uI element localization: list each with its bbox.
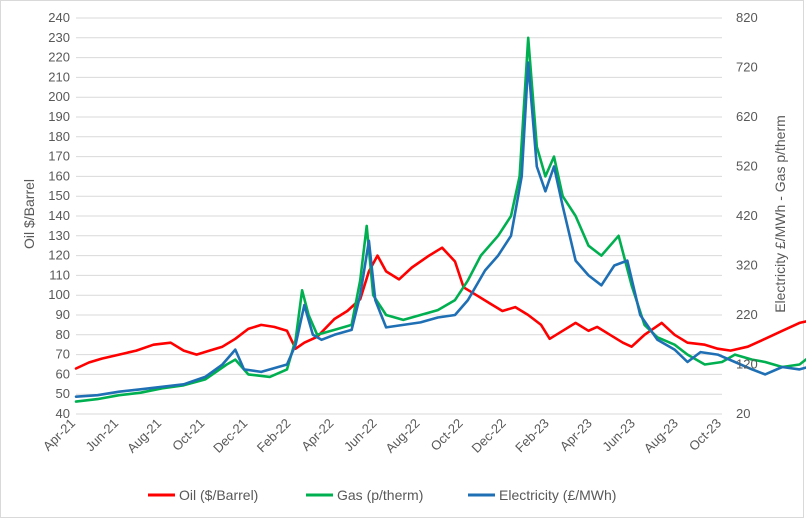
left-tick-label: 230 <box>48 30 70 45</box>
left-tick-label: 210 <box>48 69 70 84</box>
x-tick-label: Aug-23 <box>641 416 681 456</box>
x-tick-label: Apr-21 <box>40 416 78 454</box>
left-tick-label: 40 <box>56 406 70 421</box>
series-line-oil <box>74 246 806 370</box>
left-tick-label: 170 <box>48 149 70 164</box>
x-tick-label: Jun-21 <box>82 416 121 455</box>
legend-label-electricity: Electricity (£/MWh) <box>499 487 616 503</box>
left-tick-label: 50 <box>56 386 70 401</box>
left-tick-label: 200 <box>48 89 70 104</box>
x-tick-label: Oct-21 <box>169 416 207 454</box>
x-tick-label: Aug-21 <box>124 416 164 456</box>
left-tick-label: 110 <box>49 267 70 282</box>
left-tick-label: 80 <box>56 327 70 342</box>
right-tick-label: 420 <box>736 208 758 223</box>
x-tick-label: Apr-23 <box>557 416 595 454</box>
legend: Oil ($/Barrel) Gas (p/therm) Electricity… <box>148 487 616 503</box>
right-tick-label: 520 <box>736 159 758 174</box>
right-tick-label: 620 <box>736 109 758 124</box>
left-tick-label: 60 <box>56 366 70 381</box>
left-tick-label: 90 <box>56 307 70 322</box>
right-y-axis: 20 120 220 320 420 520 620 720 820 <box>736 10 758 421</box>
x-axis: Apr-21 Jun-21 Aug-21 Oct-21 Dec-21 Feb-22 Apr-… <box>40 416 724 456</box>
x-tick-label: Jun-23 <box>599 416 638 455</box>
x-tick-label: Jun-22 <box>341 416 380 455</box>
right-tick-label: 820 <box>736 10 758 25</box>
right-tick-label: 720 <box>736 60 758 75</box>
x-tick-label: Feb-23 <box>512 416 552 456</box>
grid-layer <box>76 17 722 415</box>
right-tick-label: 20 <box>736 406 750 421</box>
left-tick-label: 180 <box>48 129 70 144</box>
x-tick-label: Aug-22 <box>382 416 422 456</box>
left-y-axis: 40 50 60 70 80 90 100 110 120 130 140 150 160 170 180 1… <box>48 10 70 421</box>
left-tick-label: 240 <box>48 10 70 25</box>
series-layer <box>74 36 806 403</box>
right-axis-title: Electricity £/MWh - Gas p/therm <box>772 115 788 313</box>
legend-label-gas: Gas (p/therm) <box>337 487 423 503</box>
x-tick-label: Oct-23 <box>686 416 724 454</box>
x-tick-label: Dec-22 <box>469 416 509 456</box>
left-tick-label: 190 <box>48 109 70 124</box>
left-tick-label: 130 <box>48 228 70 243</box>
x-tick-label: Dec-21 <box>210 416 250 456</box>
x-tick-label: Feb-22 <box>254 416 294 456</box>
left-tick-label: 140 <box>48 208 70 223</box>
legend-label-oil: Oil ($/Barrel) <box>179 487 258 503</box>
right-tick-label: 320 <box>736 258 758 273</box>
x-tick-label: Apr-22 <box>298 416 336 454</box>
x-tick-label: Oct-22 <box>428 416 466 454</box>
series-line-gas <box>74 36 806 403</box>
left-axis-title: Oil $/Barrel <box>21 179 37 249</box>
right-tick-label: 120 <box>736 357 758 372</box>
left-tick-label: 150 <box>48 188 70 203</box>
left-tick-label: 160 <box>48 168 70 183</box>
right-tick-label: 220 <box>736 307 758 322</box>
left-tick-label: 120 <box>48 248 70 263</box>
left-tick-label: 100 <box>48 287 70 302</box>
left-tick-label: 220 <box>48 50 70 65</box>
series-line-electricity <box>74 61 806 399</box>
left-tick-label: 70 <box>56 347 70 362</box>
